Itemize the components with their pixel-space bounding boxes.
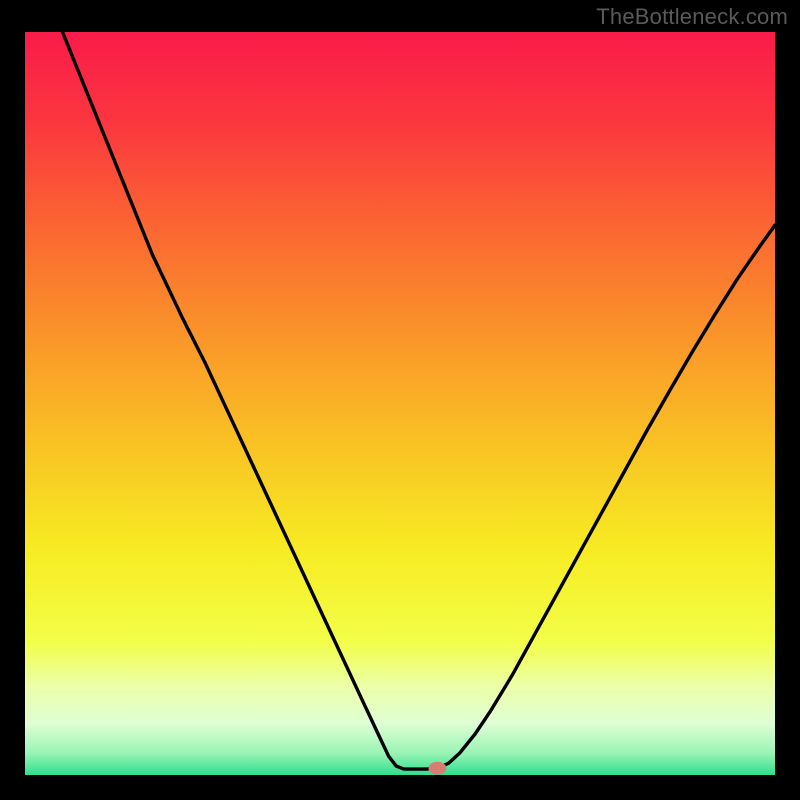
watermark-text: TheBottleneck.com — [596, 4, 788, 30]
chart-frame: TheBottleneck.com — [0, 0, 800, 800]
bottleneck-chart — [25, 32, 775, 775]
optimal-point-marker — [429, 762, 447, 775]
